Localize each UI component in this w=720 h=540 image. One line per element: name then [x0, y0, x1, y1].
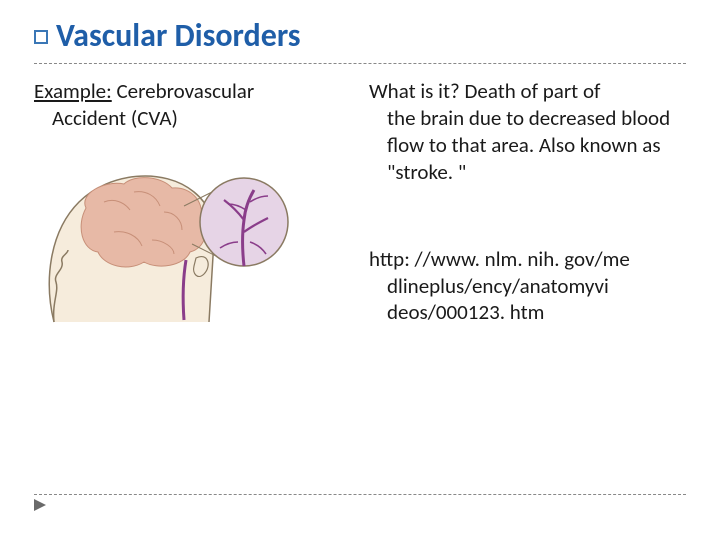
- example-label: Example:: [34, 78, 112, 104]
- brain-svg-icon: [34, 162, 294, 332]
- definition-rest: the brain due to decreased blood flow to…: [369, 105, 686, 186]
- definition-text: What is it? Death of part of the brain d…: [369, 78, 686, 186]
- link-rest: dlineplus/ency/anatomyvi deos/000123. ht…: [369, 273, 686, 327]
- bottom-divider: [34, 494, 686, 495]
- example-text-line1: Cerebrovascular: [112, 78, 254, 104]
- right-column: What is it? Death of part of the brain d…: [369, 78, 686, 520]
- definition-first-line: What is it? Death of part of: [369, 78, 600, 104]
- link-first-line: http: //www. nlm. nih. gov/me: [369, 246, 630, 272]
- reference-link: http: //www. nlm. nih. gov/me dlineplus/…: [369, 246, 686, 327]
- triangle-arrow-icon: [34, 499, 48, 511]
- footer: [34, 494, 686, 516]
- brain-stroke-illustration: [34, 162, 294, 332]
- title-row: Vascular Disorders: [34, 18, 686, 53]
- slide-title: Vascular Disorders: [56, 18, 301, 53]
- example-text-line2: Accident (CVA): [34, 105, 351, 132]
- title-bullet-icon: [34, 30, 48, 44]
- left-column: Example: Cerebrovascular Accident (CVA): [34, 78, 351, 520]
- slide: Vascular Disorders Example: Cerebrovascu…: [0, 0, 720, 540]
- content-columns: Example: Cerebrovascular Accident (CVA): [34, 64, 686, 520]
- example-heading: Example: Cerebrovascular Accident (CVA): [34, 78, 351, 132]
